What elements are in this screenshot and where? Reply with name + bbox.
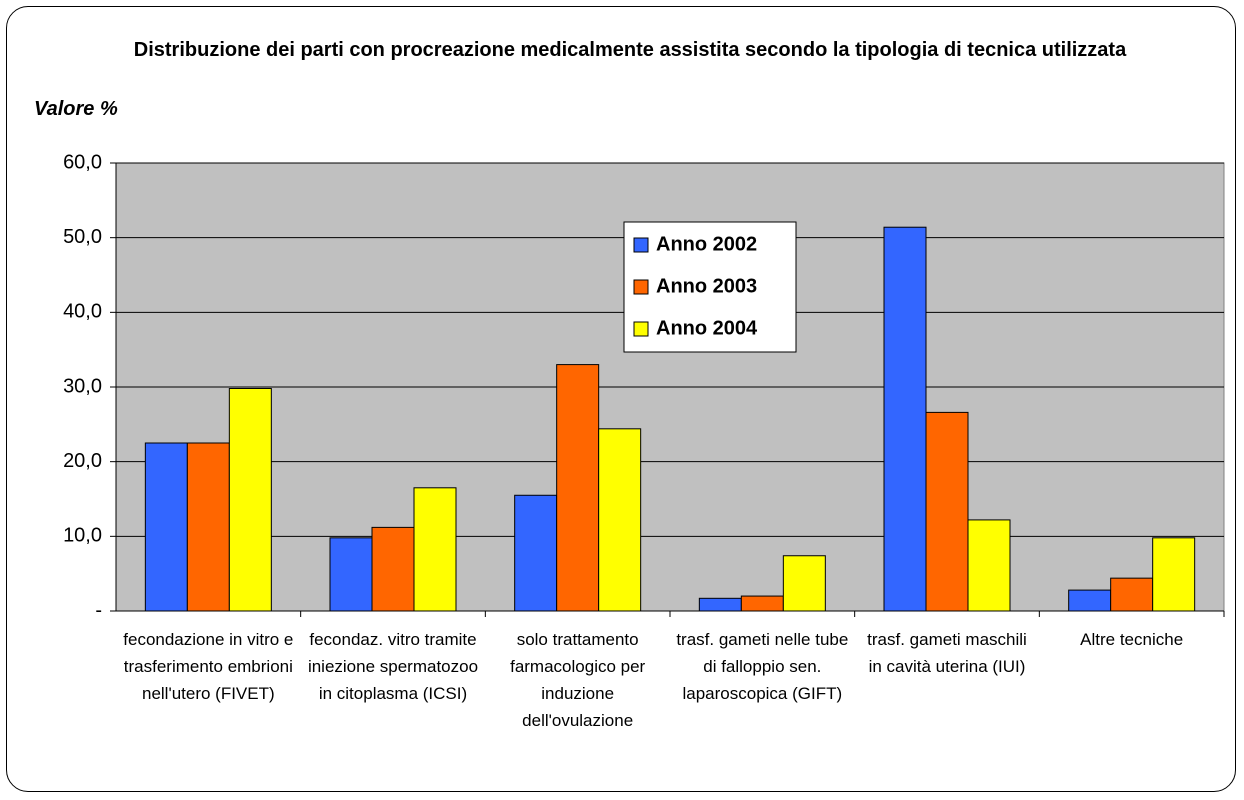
y-tick-label: - (95, 599, 102, 621)
bar (1152, 537, 1196, 612)
y-axis-label: Valore % (34, 98, 118, 120)
bar (925, 411, 969, 612)
bar (740, 595, 784, 612)
x-tick-label: trasf. gameti nelle tube di falloppio se… (676, 630, 849, 703)
bar (186, 442, 230, 612)
chart-title: Distribuzione dei parti con procreazione… (133, 39, 1127, 61)
bar (413, 487, 457, 612)
y-tick-label: 40,0 (63, 301, 102, 323)
x-tick-label: trasf. gameti maschili in cavità uterina… (867, 630, 1027, 676)
legend-swatch (633, 237, 649, 253)
x-tick-label: fecondaz. vitro tramite iniezione sperma… (307, 630, 479, 703)
legend-label: Anno 2004 (656, 317, 758, 339)
x-tick-label: Altre tecniche (1080, 630, 1184, 649)
legend-swatch (633, 279, 649, 295)
bar (329, 537, 373, 612)
bar (782, 555, 826, 612)
bar (228, 387, 272, 612)
bar (514, 494, 558, 612)
frame (6, 6, 1236, 792)
y-tick-label: 20,0 (63, 450, 102, 472)
bar (698, 597, 742, 612)
bar (1110, 577, 1154, 612)
y-tick-label: 50,0 (63, 226, 102, 248)
bar (556, 364, 600, 612)
legend-box (623, 221, 797, 353)
bar (371, 526, 415, 612)
bar (144, 442, 188, 612)
legend-label: Anno 2002 (656, 233, 757, 255)
y-tick-label: 60,0 (63, 151, 102, 173)
x-tick-label: solo trattamento farmacologico per induz… (510, 630, 646, 730)
x-tick-label: fecondazione in vitro e trasferimento em… (123, 630, 294, 703)
legend-label: Anno 2003 (656, 275, 757, 297)
y-tick-label: 10,0 (63, 525, 102, 547)
bar (1068, 589, 1112, 612)
legend-swatch (633, 321, 649, 337)
y-tick-label: 30,0 (63, 375, 102, 397)
bar (967, 519, 1011, 612)
bar (598, 428, 642, 612)
bar (883, 226, 927, 612)
